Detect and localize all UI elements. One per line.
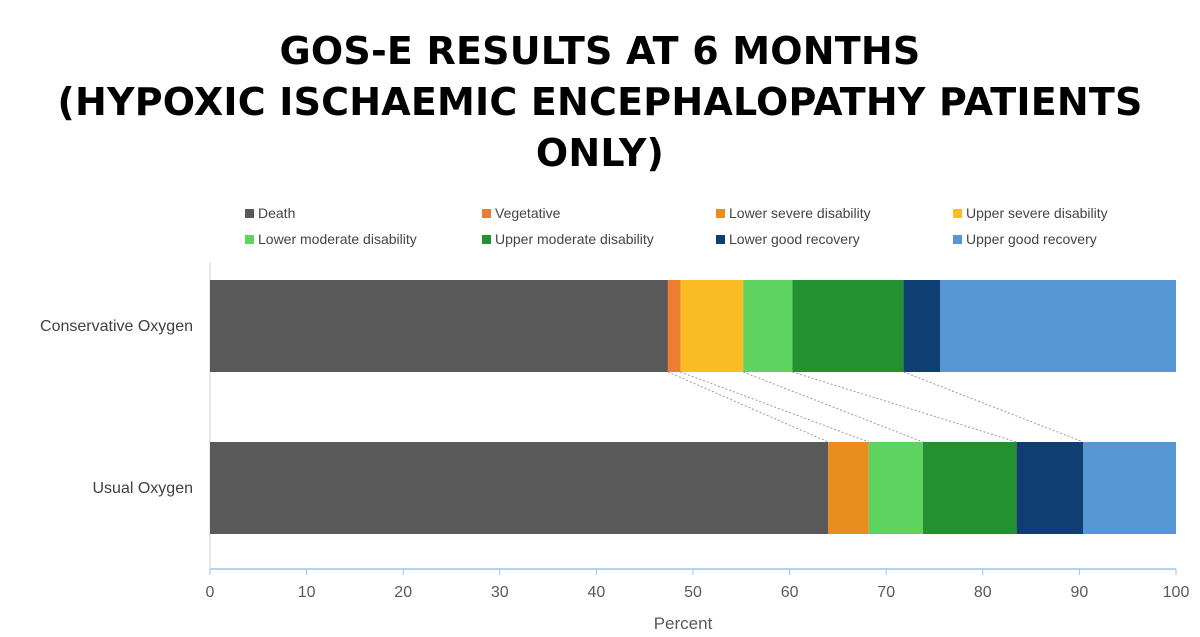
title-line-2: (HYPOXIC ISCHAEMIC ENCEPHALOPATHY PATIEN… (57, 80, 1143, 175)
x-tick-label-5: 50 (684, 584, 702, 601)
x-tick-label-6: 60 (781, 584, 799, 601)
x-tick-label-3: 30 (491, 584, 509, 601)
chart-title: GOS-E RESULTS AT 6 MONTHS (HYPOXIC ISCHA… (0, 26, 1200, 179)
category-label-0: Conservative Oxygen (40, 318, 193, 335)
x-tick-label-10: 100 (1163, 584, 1190, 601)
bar-1-7 (1083, 442, 1176, 534)
bar-0-4 (743, 280, 793, 372)
legend-label-3: Upper severe disability (966, 205, 1108, 221)
bar-0-1 (667, 280, 681, 372)
x-tick-label-7: 70 (877, 584, 895, 601)
bar-0-7 (940, 280, 1176, 372)
bar-1-0 (210, 442, 829, 534)
bar-1-5 (922, 442, 1017, 534)
category-label-1: Usual Oxygen (93, 480, 194, 497)
x-tick-label-1: 10 (298, 584, 316, 601)
x-tick-label-9: 90 (1071, 584, 1089, 601)
connector-line-0 (667, 371, 829, 443)
bar-1-6 (1016, 442, 1084, 534)
bar-1-4 (868, 442, 923, 534)
bar-0-5 (792, 280, 904, 372)
legend-swatch-4 (245, 235, 254, 244)
bar-0-3 (680, 280, 744, 372)
legend-swatch-5 (482, 235, 491, 244)
legend-label-0: Death (258, 205, 295, 221)
legend-label-6: Lower good recovery (729, 231, 860, 247)
connector-line-2 (743, 371, 924, 443)
x-tick-label-4: 40 (588, 584, 606, 601)
x-tick-label-0: 0 (206, 584, 215, 601)
x-axis-label: Percent (654, 614, 713, 633)
legend-label-4: Lower moderate disability (258, 231, 417, 247)
legend-swatch-1 (482, 209, 491, 218)
legend-swatch-6 (716, 235, 725, 244)
connector-line-3 (792, 371, 1017, 443)
bar-1-2 (828, 442, 869, 534)
legend-label-2: Lower severe disability (729, 205, 871, 221)
title-line-1: GOS-E RESULTS AT 6 MONTHS (279, 29, 921, 73)
connector-line-1 (680, 371, 869, 443)
x-tick-label-8: 80 (974, 584, 992, 601)
x-tick-label-2: 20 (394, 584, 412, 601)
legend-label-7: Upper good recovery (966, 231, 1097, 247)
legend-swatch-3 (953, 209, 962, 218)
connector-line-4 (903, 371, 1084, 443)
legend-label-1: Vegetative (495, 205, 561, 221)
legend-swatch-7 (953, 235, 962, 244)
bar-0-6 (903, 280, 941, 372)
legend-swatch-2 (716, 209, 725, 218)
legend-swatch-0 (245, 209, 254, 218)
legend-label-5: Upper moderate disability (495, 231, 654, 247)
bar-0-0 (210, 280, 668, 372)
